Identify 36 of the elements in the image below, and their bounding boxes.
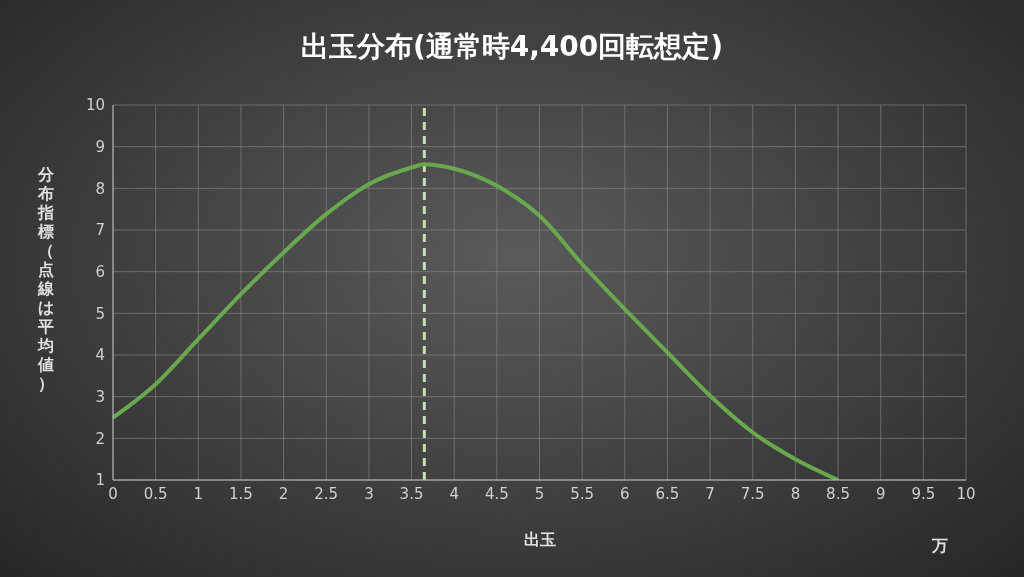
x-tick-label: 7 <box>705 484 715 503</box>
x-tick-label: 4.5 <box>484 484 509 503</box>
y-tick-label: 6 <box>95 262 105 281</box>
x-tick-label: 5.5 <box>570 484 595 503</box>
x-tick-label: 1.5 <box>229 484 253 503</box>
x-tick-label: 9.5 <box>911 484 936 503</box>
y-tick-label: 1 <box>95 471 105 490</box>
x-tick-label: 5 <box>534 484 545 503</box>
x-tick-label: 8.5 <box>826 484 850 503</box>
y-tick-label: 4 <box>95 346 105 365</box>
chart-title: 出玉分布(通常時4,400回転想定) <box>299 29 725 65</box>
x-tick-label: 2 <box>278 484 289 503</box>
x-tick-label: 7.5 <box>740 484 765 503</box>
text: 分布指標（点線は平均値） <box>38 165 54 393</box>
x-tick-label: 6 <box>620 484 630 503</box>
y-tick-label: 2 <box>95 429 105 448</box>
x-tick-label: 2.5 <box>314 484 339 503</box>
x-tick-label: 1 <box>193 484 204 503</box>
y-tick-label: 10 <box>85 96 105 115</box>
y-tick-label: 9 <box>95 137 105 156</box>
x-tick-label: 3 <box>364 484 374 503</box>
x-tick-label: 3.5 <box>399 484 424 503</box>
text: 万 <box>932 536 948 557</box>
x-tick-label: 0.5 <box>143 484 168 503</box>
y-tick-label: 5 <box>95 304 105 323</box>
y-tick-label: 7 <box>95 221 105 240</box>
x-tick-label: 8 <box>790 484 801 503</box>
y-tick-label: 8 <box>95 179 105 198</box>
x-tick-label: 10 <box>956 484 976 503</box>
x-tick-label: 6.5 <box>655 484 680 503</box>
line-series <box>113 162 841 480</box>
x-tick-label: 4 <box>449 484 459 503</box>
y-tick-label: 3 <box>95 387 105 406</box>
x-axis-title: 出玉 <box>523 530 557 551</box>
x-tick-label: 9 <box>875 484 886 503</box>
x-tick-label: 0 <box>108 484 118 503</box>
